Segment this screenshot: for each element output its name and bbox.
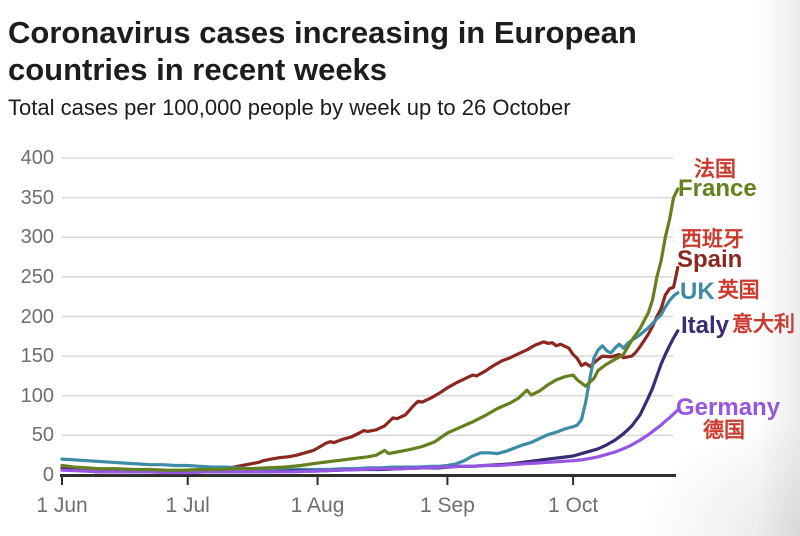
- label-germany: Germany: [676, 394, 781, 421]
- label-germany-zh: 德国: [703, 419, 745, 442]
- label-italy-zh: 意大利: [732, 313, 796, 336]
- x-tick-label: 1 Oct: [548, 494, 599, 517]
- series-line-germany: [60, 408, 680, 475]
- y-tick-label: 150: [20, 345, 54, 368]
- label-france-zh: 法国: [694, 158, 736, 181]
- chart-title: Coronavirus cases increasing in European…: [8, 15, 637, 87]
- label-uk: UK: [680, 278, 715, 305]
- series-line-france: [60, 187, 680, 472]
- x-tick-label: 1 Jun: [36, 494, 88, 517]
- y-tick-label: 250: [20, 265, 54, 288]
- label-uk-row: UK 英国: [680, 278, 760, 305]
- x-tick-label: 1 Sep: [419, 494, 475, 517]
- x-tick-label: 1 Aug: [290, 494, 345, 517]
- chart-subtitle: Total cases per 100,000 people by week u…: [8, 95, 571, 120]
- y-tick-label: 300: [20, 226, 54, 249]
- y-tick-label: 100: [20, 384, 54, 407]
- label-france: France: [678, 175, 757, 202]
- y-tick-label: 350: [20, 186, 54, 209]
- x-tick-label: 1 Jul: [165, 494, 210, 517]
- y-tick-label: 200: [20, 305, 54, 328]
- label-italy-row: Italy 意大利: [681, 312, 796, 339]
- series-line-spain: [60, 265, 680, 474]
- label-spain: Spain: [677, 246, 743, 273]
- y-tick-label: 0: [42, 464, 54, 486]
- y-tick-label: 50: [31, 424, 54, 447]
- label-italy: Italy: [681, 312, 730, 339]
- y-tick-label: 400: [20, 147, 54, 169]
- series-line-uk: [60, 291, 680, 472]
- label-uk-zh: 英国: [717, 279, 760, 302]
- label-spain-zh: 西班牙: [681, 228, 744, 251]
